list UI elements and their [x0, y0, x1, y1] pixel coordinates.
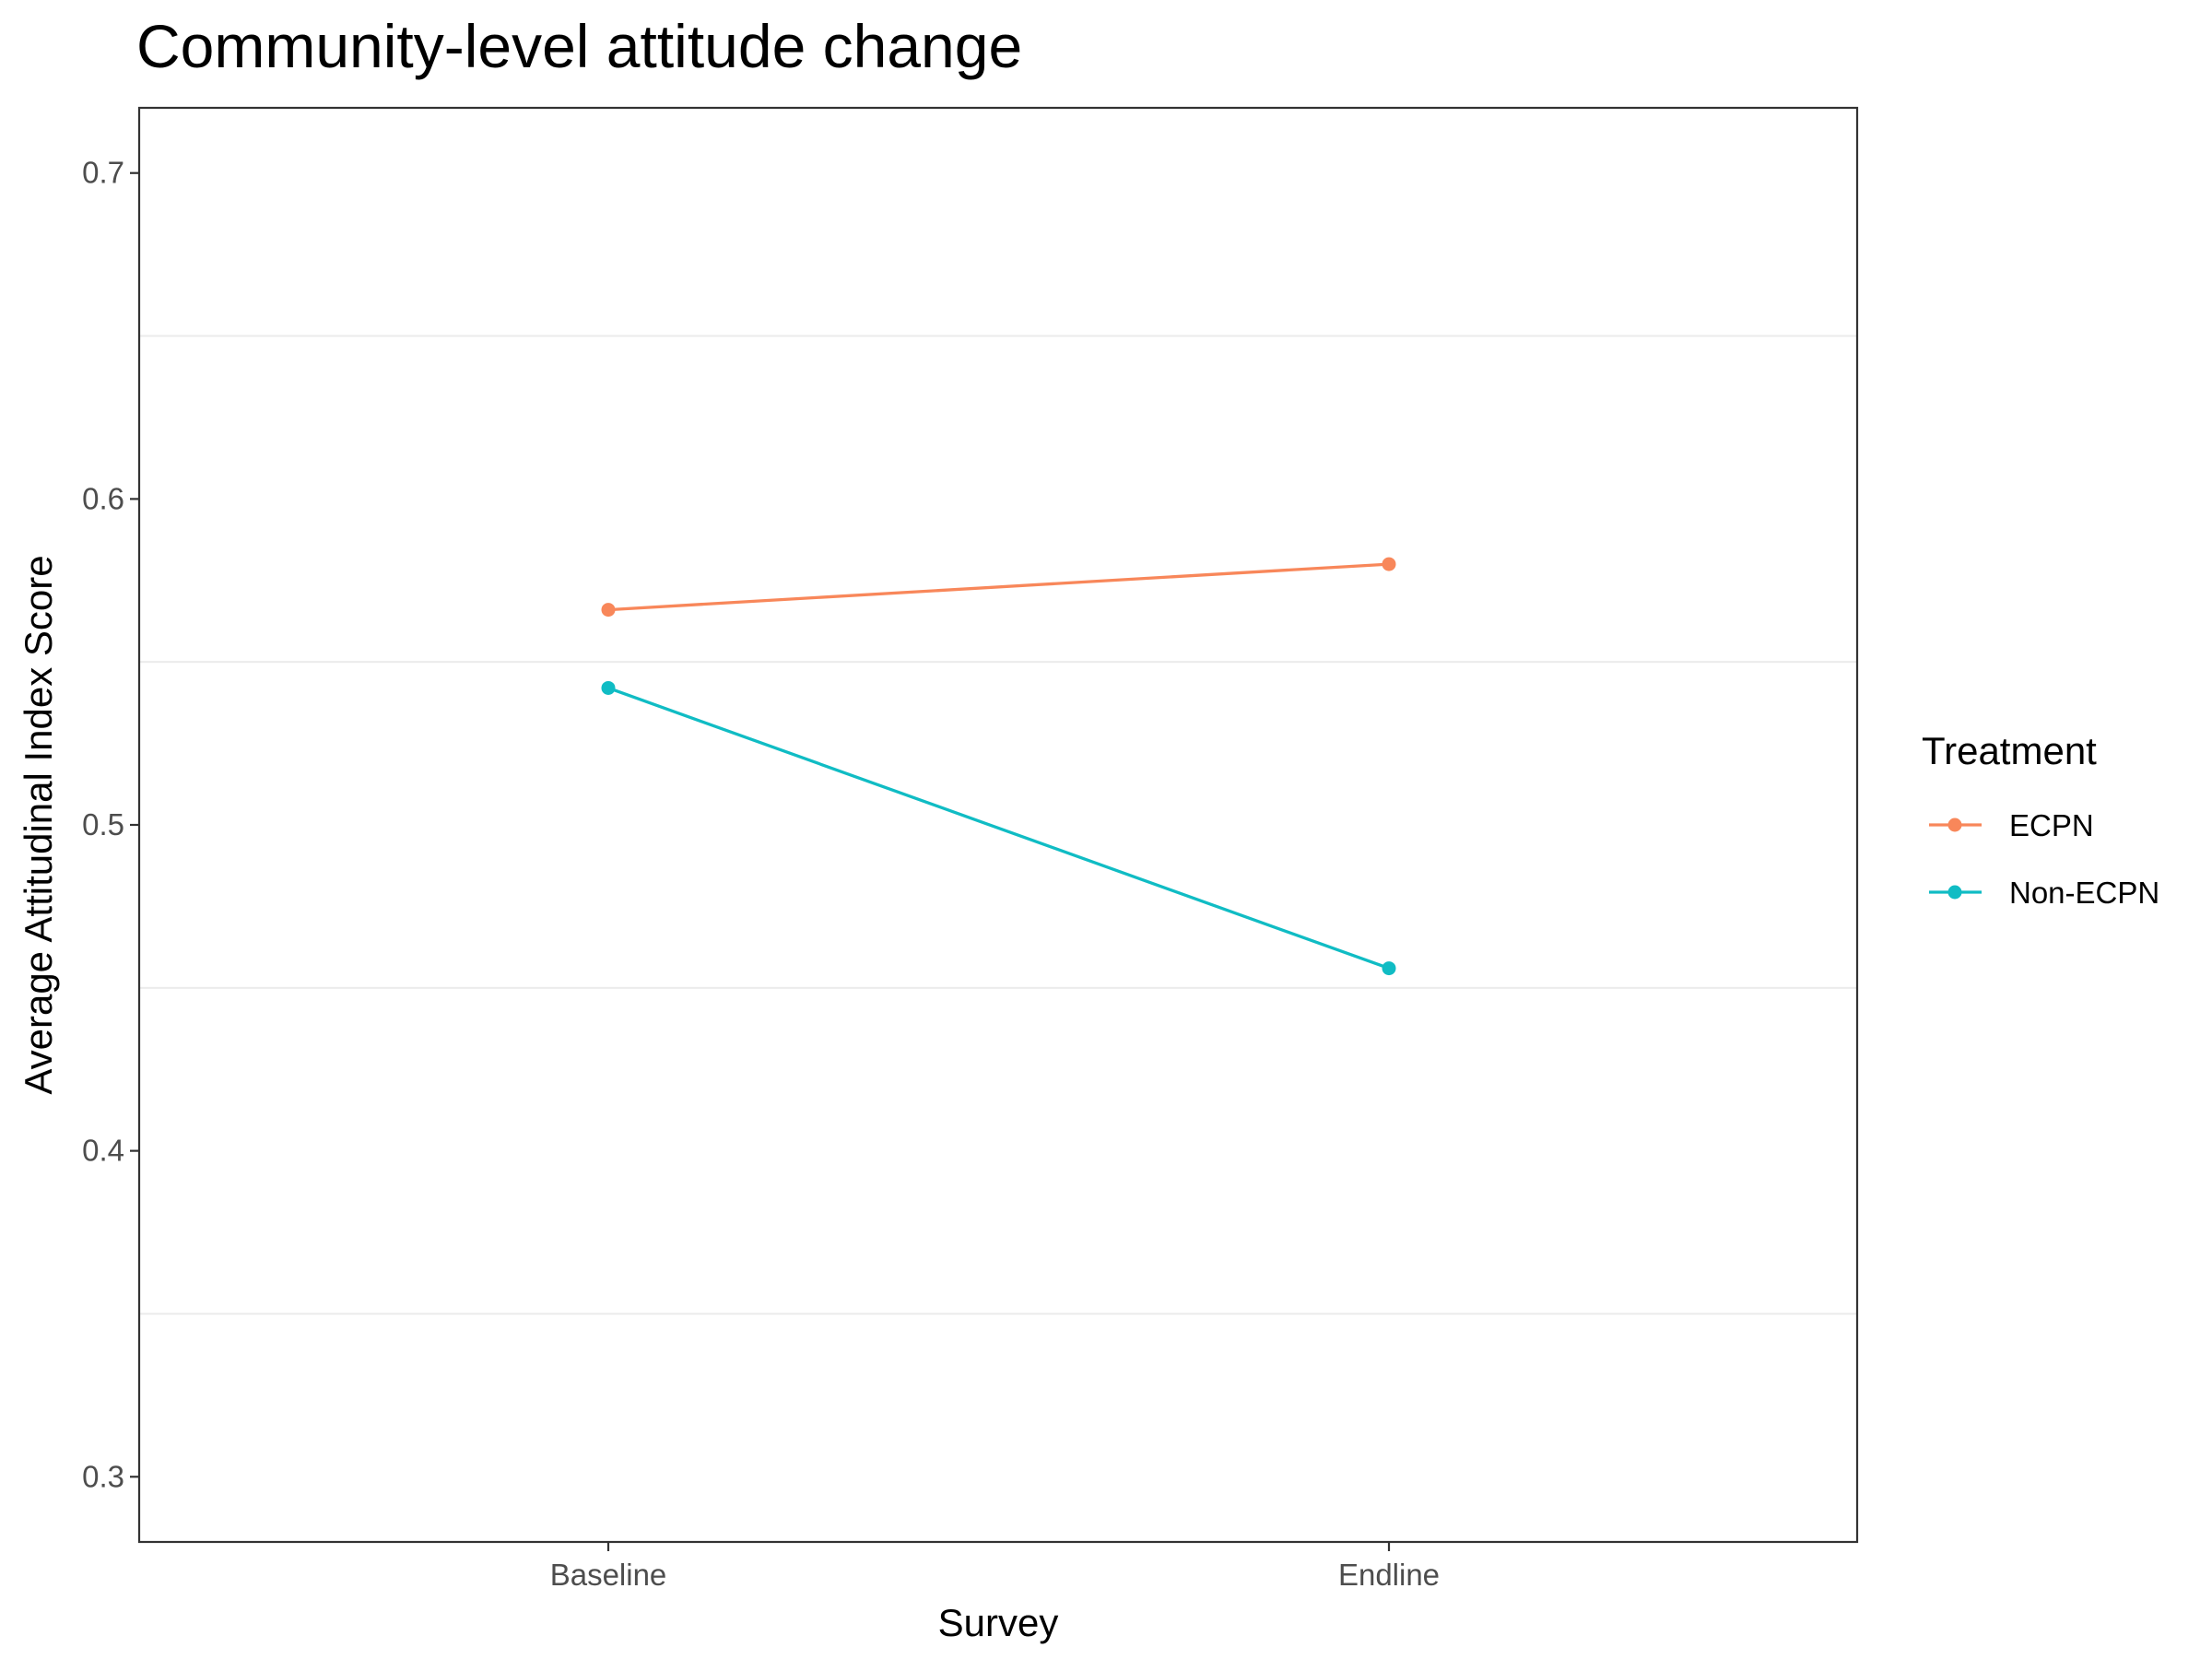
legend: Treatment ECPN Non-ECPN	[1922, 729, 2159, 910]
legend-label-ecpn: ECPN	[2009, 808, 2094, 842]
legend-label-non-ecpn: Non-ECPN	[2009, 876, 2159, 910]
y-tick-label: 0.3	[82, 1459, 124, 1493]
data-point-ecpn-endline	[1382, 557, 1396, 571]
legend-key-point-non-ecpn	[1947, 885, 1962, 900]
series-line-ecpn	[607, 562, 1390, 612]
x-axis-title: Survey	[938, 1601, 1059, 1644]
x-tick-label: Baseline	[550, 1558, 667, 1592]
series-layer	[601, 557, 1396, 976]
chart-title: Community-level attitude change	[136, 12, 1022, 80]
y-axis-title: Average Attitudinal Index Score	[17, 555, 60, 1094]
y-tick-label: 0.5	[82, 807, 124, 841]
data-point-non-ecpn-baseline	[601, 680, 616, 695]
gridlines	[139, 335, 1857, 1315]
data-point-ecpn-baseline	[601, 603, 616, 618]
y-tick-label: 0.6	[82, 481, 124, 515]
x-tick-label: Endline	[1338, 1558, 1440, 1592]
y-tick-label: 0.7	[82, 156, 124, 190]
axes: 0.3 0.4 0.5 0.6 0.7 Baseline Endline	[82, 156, 1440, 1592]
series-line-non-ecpn	[607, 686, 1390, 971]
y-tick-label: 0.4	[82, 1134, 124, 1168]
legend-title: Treatment	[1922, 729, 2097, 772]
data-point-non-ecpn-endline	[1382, 961, 1396, 976]
legend-key-point-ecpn	[1947, 818, 1962, 832]
